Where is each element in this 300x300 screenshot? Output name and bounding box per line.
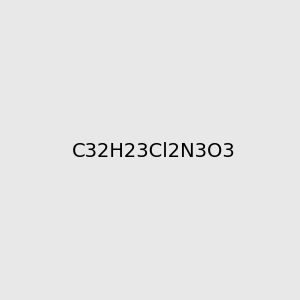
Text: C32H23Cl2N3O3: C32H23Cl2N3O3 bbox=[72, 142, 236, 161]
